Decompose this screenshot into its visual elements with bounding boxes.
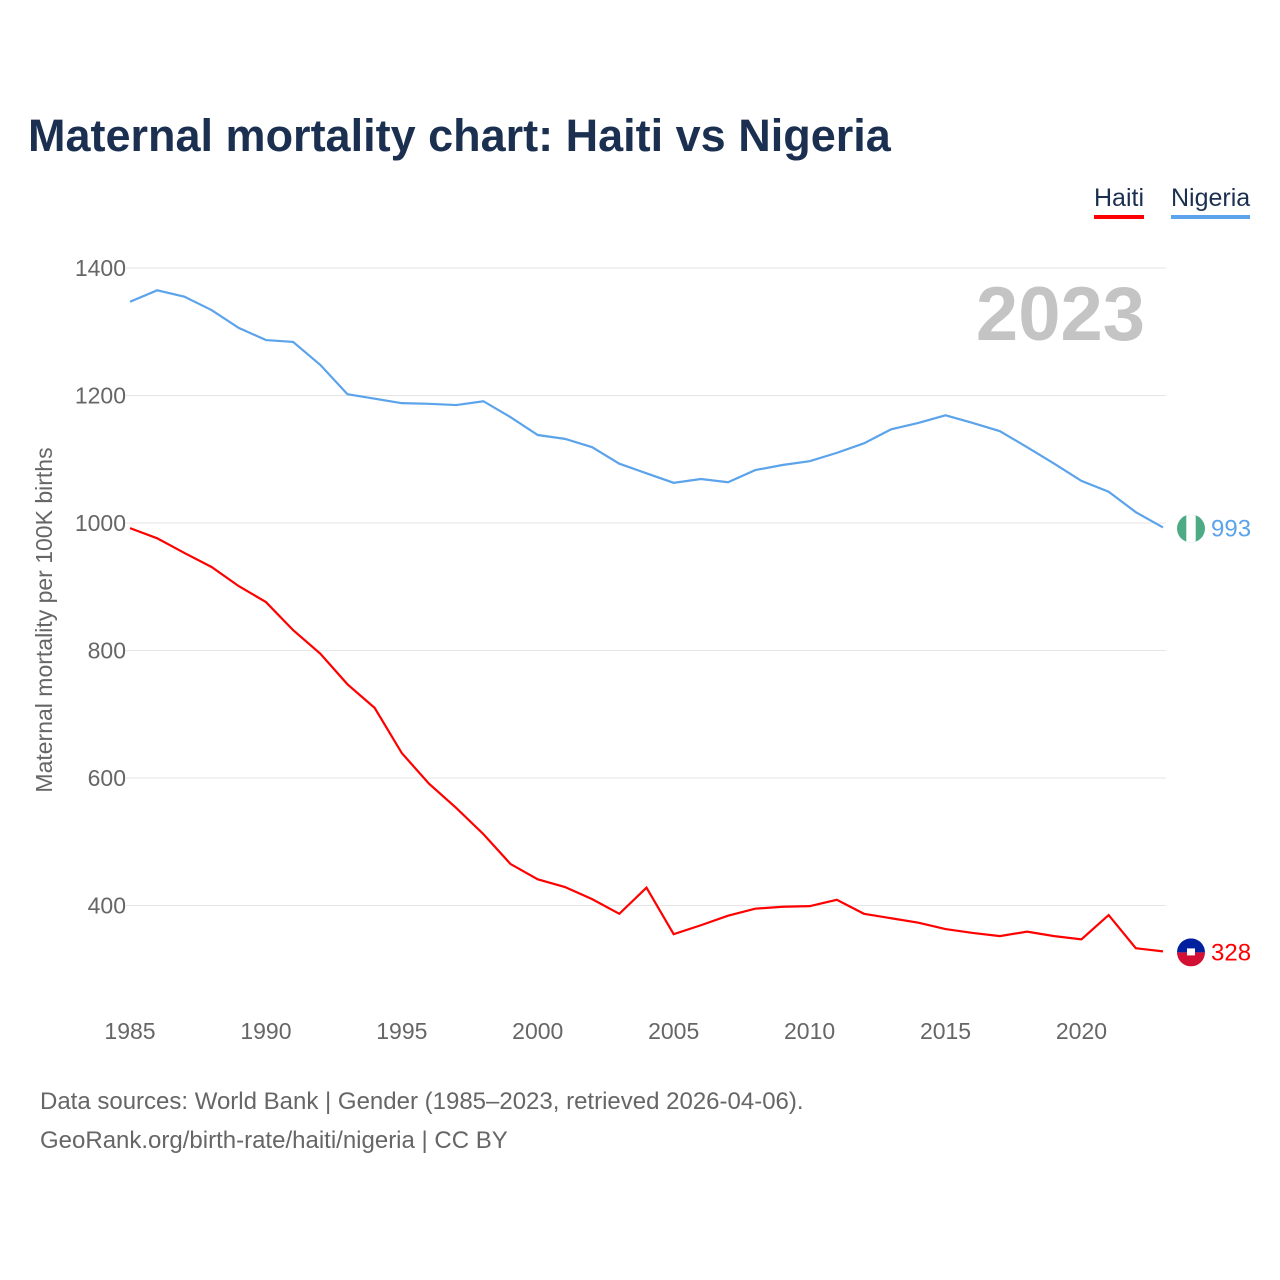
flag-nigeria-icon xyxy=(1177,514,1205,543)
footer-sources: Data sources: World Bank | Gender (1985–… xyxy=(40,1088,804,1115)
x-tick-label: 1990 xyxy=(240,1018,291,1044)
series-line-nigeria[interactable] xyxy=(129,289,1164,529)
legend-haiti[interactable]: Haiti xyxy=(1094,184,1145,219)
legend-nigeria[interactable]: Nigeria xyxy=(1171,184,1251,219)
year-watermark: 2023 xyxy=(976,272,1145,357)
series-line-haiti[interactable] xyxy=(129,527,1164,953)
flag-haiti-icon xyxy=(1177,938,1205,967)
x-tick-label: 2015 xyxy=(920,1018,971,1044)
y-tick-label: 1000 xyxy=(75,510,126,536)
y-tick-label: 400 xyxy=(88,893,126,919)
x-tick-label: 2020 xyxy=(1056,1018,1107,1044)
x-tick-label: 2005 xyxy=(648,1018,699,1044)
y-tick-label: 600 xyxy=(88,765,126,791)
end-label-haiti: 328 xyxy=(1211,939,1251,966)
end-label-nigeria: 993 xyxy=(1211,515,1251,542)
x-tick-label: 1995 xyxy=(376,1018,427,1044)
y-tick-label: 1200 xyxy=(75,383,126,409)
chart-title: Maternal mortality chart: Haiti vs Niger… xyxy=(28,110,891,161)
x-tick-label: 2010 xyxy=(784,1018,835,1044)
x-tick-label: 1985 xyxy=(104,1018,155,1044)
x-tick-label: 2000 xyxy=(512,1018,563,1044)
y-tick-label: 1400 xyxy=(75,255,126,281)
y-axis-label: Maternal mortality per 100K births xyxy=(31,447,57,792)
y-tick-label: 800 xyxy=(88,638,126,664)
footer-url[interactable]: GeoRank.org/birth-rate/haiti/nigeria | C… xyxy=(40,1127,508,1154)
